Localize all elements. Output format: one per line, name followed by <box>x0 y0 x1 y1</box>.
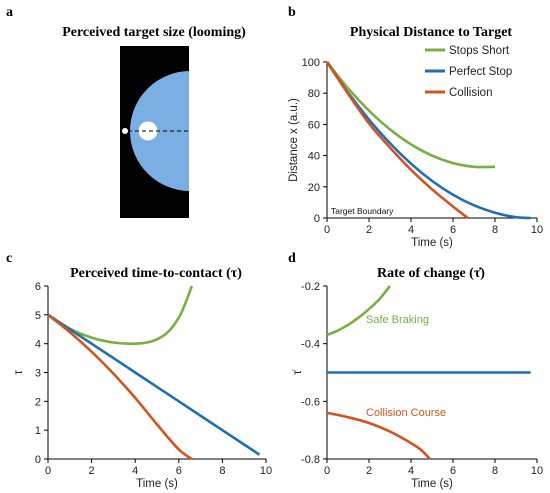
panel-c-x-tick-label: 0 <box>45 465 51 477</box>
legend-label: Collision <box>449 87 492 99</box>
panel-c-x-tick-label: 2 <box>89 465 95 477</box>
panel-c-y-label: τ <box>13 370 25 375</box>
panel-c-x-label: Time (s) <box>136 478 178 490</box>
panel-b-series-green-line <box>325 61 496 169</box>
collision-course-annotation: Collision Course <box>366 407 446 419</box>
target-boundary-annotation: Target Boundary <box>331 206 394 216</box>
panel-d-x-tick-label: 6 <box>450 465 456 477</box>
panel-c-y-tick-label: 3 <box>35 368 41 380</box>
panel-c-x-tick-label: 8 <box>219 465 225 477</box>
tiny-white-disc <box>122 128 128 134</box>
panel-d-x-tick-label: 2 <box>366 465 372 477</box>
legend-label: Perfect Stop <box>449 66 512 78</box>
panel-d-y-tick-label: -0.6 <box>301 396 320 408</box>
safe-braking-annotation: Safe Braking <box>366 314 429 326</box>
panel-b-series-orange-line <box>325 61 469 220</box>
panel-c-y-tick-label: 4 <box>35 339 41 351</box>
panel-d-y-tick-label: -0.2 <box>301 281 320 293</box>
panel-d-x-label: Time (s) <box>411 478 453 490</box>
panel-b-x-tick-label: 0 <box>324 224 330 236</box>
panel-c-series-orange-line <box>47 313 193 461</box>
panel-c-x-tick-label: 6 <box>176 465 182 477</box>
panel-c-y-tick-label: 5 <box>35 310 41 322</box>
panel-c-y-tick-label: 1 <box>35 425 41 437</box>
panel-b-title: Physical Distance to Target <box>350 25 512 40</box>
panel-b-y-tick-label: 60 <box>308 119 320 131</box>
panel-c-y-tick-label: 2 <box>35 396 41 408</box>
panel-b-x-tick-label: 4 <box>408 224 414 236</box>
looming-illustration <box>120 46 189 218</box>
panel-b-y-tick-label: 0 <box>314 213 320 225</box>
panel-d-series-green-line <box>326 285 392 337</box>
panel-b-x-tick-label: 2 <box>366 224 372 236</box>
panel-c-series-green-line <box>47 285 194 345</box>
panel-d-y-tick-label: -0.4 <box>301 339 320 351</box>
panel-d-y-tick-label: -0.8 <box>301 454 320 466</box>
panel-b-y-tick-label: 20 <box>308 182 320 194</box>
panel-c-y-tick-label: 0 <box>35 454 41 466</box>
panel-a-title: Perceived target size (looming) <box>62 25 246 40</box>
panel-d-title: Rate of change (τ̇) <box>377 266 485 281</box>
panel-b-x-tick-label: 6 <box>450 224 456 236</box>
panel-c-y-tick-label: 6 <box>35 281 41 293</box>
panel-d-chart: 0 2 4 6 8 10 -0.2 -0.4 -0.6 -0.8 Time (s) τ̇ Safe Br… <box>292 281 543 490</box>
panel-b-series-blue-line <box>325 61 531 220</box>
panel-d-x-tick-label: 0 <box>324 465 330 477</box>
panel-b-x-label: Time (s) <box>411 237 453 249</box>
panel-d-series-orange-line <box>326 411 431 460</box>
panel-b-y-tick-label: 80 <box>308 88 320 100</box>
panel-c-x-tick-label: 4 <box>132 465 138 477</box>
panel-d-x-tick-label: 8 <box>492 465 498 477</box>
small-white-disc <box>138 121 158 141</box>
panel-d-y-label: τ̇ <box>292 369 304 375</box>
panel-c-series-blue-line <box>47 313 261 456</box>
legend-label: Stops Short <box>449 45 510 57</box>
panel-label-b: b <box>288 5 296 20</box>
panel-c-title: Perceived time-to-contact (τ) <box>70 266 242 281</box>
panel-d-x-tick-label: 10 <box>531 465 543 477</box>
panel-label-d: d <box>288 251 296 266</box>
panel-d-x-tick-label: 4 <box>408 465 414 477</box>
panel-c-x-tick-label: 10 <box>260 465 272 477</box>
panel-label-a: a <box>6 5 13 20</box>
panel-b-y-label: Distance x (a.u.) <box>288 98 300 182</box>
panel-b-x-tick-label: 8 <box>492 224 498 236</box>
panel-label-c: c <box>6 251 12 266</box>
panel-b-y-tick-label: 40 <box>308 151 320 163</box>
panel-b-x-tick-label: 10 <box>531 224 543 236</box>
panel-b-y-tick-label: 100 <box>302 57 320 69</box>
